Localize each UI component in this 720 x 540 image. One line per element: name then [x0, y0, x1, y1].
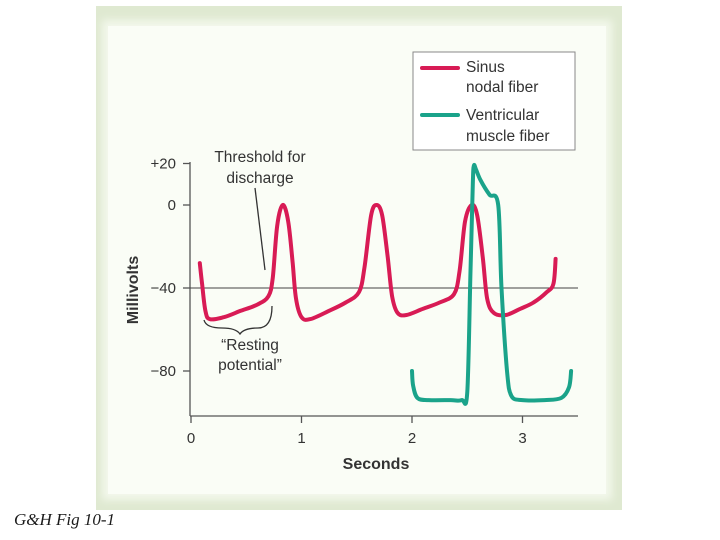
- legend-label-sinus-2: nodal fiber: [466, 79, 538, 96]
- y-tick-label: 0: [168, 197, 176, 214]
- x-tick-label: 1: [297, 430, 305, 447]
- resting-annotation-line1: “Resting: [221, 337, 279, 354]
- x-tick-label: 3: [518, 430, 526, 447]
- resting-annotation-line2: potential”: [218, 357, 282, 374]
- figure-caption: G&H Fig 10-1: [14, 510, 116, 529]
- y-tick-label: −80: [151, 363, 176, 380]
- threshold-annotation-line2: discharge: [226, 170, 293, 187]
- series-line-sinus-nodal: [197, 202, 558, 322]
- x-ticks: 0 1 2 3: [187, 416, 527, 447]
- x-tick-label: 2: [408, 430, 416, 447]
- series-line-ventricular: [410, 162, 574, 406]
- threshold-pointer: [254, 187, 266, 271]
- threshold-annotation-line1: Threshold for: [214, 149, 305, 166]
- series-layer: [197, 162, 574, 406]
- y-axis-title: Millivolts: [125, 256, 142, 325]
- y-ticks: +20 0 −40 −80: [151, 156, 190, 380]
- legend-label-sinus-1: Sinus: [466, 59, 505, 76]
- legend-label-ventricular-1: Ventricular: [466, 107, 539, 124]
- legend-label-ventricular-2: muscle fiber: [466, 128, 550, 145]
- y-tick-label: −40: [151, 280, 176, 297]
- legend: Sinus nodal fiber Ventricular muscle fib…: [412, 51, 576, 151]
- y-tick-label: +20: [151, 156, 176, 173]
- x-tick-label: 0: [187, 430, 195, 447]
- resting-bracket: [203, 305, 273, 336]
- x-axis-title: Seconds: [343, 456, 410, 473]
